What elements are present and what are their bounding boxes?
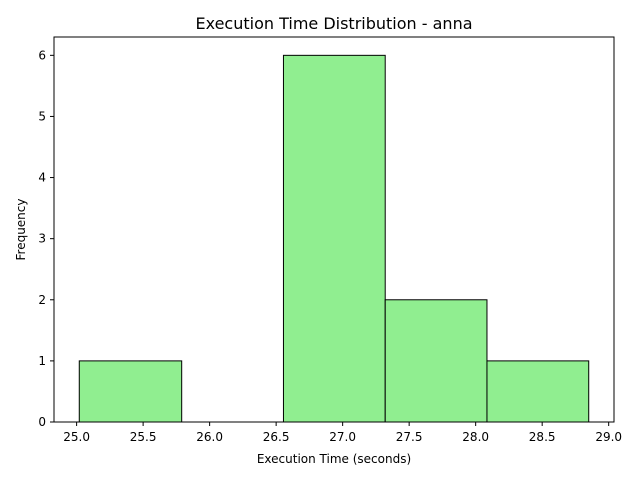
y-tick-label: 2: [38, 293, 46, 307]
x-tick-label: 25.0: [63, 430, 90, 444]
chart-title: Execution Time Distribution - anna: [195, 14, 472, 33]
y-tick-label: 5: [38, 109, 46, 123]
y-tick-label: 1: [38, 354, 46, 368]
y-axis-label: Frequency: [14, 199, 28, 261]
y-tick-label: 6: [38, 48, 46, 62]
x-tick-label: 26.5: [263, 430, 290, 444]
y-ticks-group: 0 1 2 3 4 5 6: [38, 48, 54, 429]
y-tick-label: 0: [38, 415, 46, 429]
histogram-bar-0: [78, 360, 183, 423]
bars-group: [78, 54, 590, 423]
x-ticks-group: 25.0 25.5 26.0 26.5 27.0 27.5 28.0 28.5 29.0: [63, 422, 622, 444]
x-tick-label: 26.0: [196, 430, 223, 444]
histogram-bar-4: [486, 360, 590, 423]
plot-frame: [53, 36, 615, 423]
x-axis-label: Execution Time (seconds): [257, 452, 411, 466]
x-tick-label: 28.0: [462, 430, 489, 444]
x-tick-label: 27.0: [329, 430, 356, 444]
x-tick-label: 25.5: [130, 430, 157, 444]
x-tick-label: 29.0: [595, 430, 622, 444]
x-tick-label: 28.5: [529, 430, 556, 444]
histogram-bar-3: [384, 299, 488, 423]
y-tick-label: 4: [38, 171, 46, 185]
histogram-bar-2: [282, 54, 386, 423]
y-tick-label: 3: [38, 232, 46, 246]
x-tick-label: 27.5: [396, 430, 423, 444]
